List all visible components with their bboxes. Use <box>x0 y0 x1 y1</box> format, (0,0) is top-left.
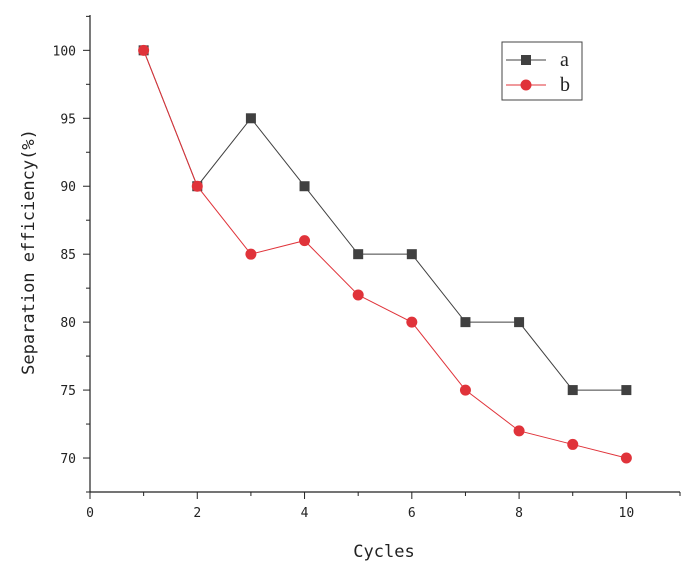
data-point-a <box>567 385 578 396</box>
x-tick-label: 8 <box>515 506 523 521</box>
data-point-b <box>406 316 418 328</box>
x-tick-label: 4 <box>301 506 309 521</box>
x-tick-label: 0 <box>86 506 94 521</box>
legend-marker-b <box>520 79 532 91</box>
y-tick-label: 70 <box>60 452 76 467</box>
data-point-a <box>353 249 364 260</box>
data-point-b <box>567 438 579 450</box>
y-tick-label: 85 <box>60 248 76 263</box>
data-point-b <box>299 235 311 247</box>
legend-marker-a <box>521 55 531 65</box>
data-point-b <box>459 384 471 396</box>
data-point-a <box>514 317 525 328</box>
series-layer <box>138 44 632 464</box>
legend: ab <box>501 41 583 101</box>
x-axis-label: Cycles <box>353 542 414 562</box>
data-point-b <box>138 44 150 56</box>
y-tick-label: 100 <box>53 44 76 59</box>
data-point-a <box>245 113 256 124</box>
data-point-a <box>406 249 417 260</box>
data-point-b <box>245 248 257 260</box>
data-point-b <box>191 180 203 192</box>
x-tick-label: 10 <box>619 506 635 521</box>
y-tick-label: 80 <box>60 316 76 331</box>
series-a-line <box>143 50 627 391</box>
legend-box <box>501 41 583 101</box>
data-point-a <box>299 181 310 192</box>
legend-label-b: b <box>560 74 570 96</box>
data-point-a <box>621 385 632 396</box>
x-tick-label: 6 <box>408 506 416 521</box>
data-point-b <box>352 289 364 301</box>
y-tick-label: 90 <box>60 180 76 195</box>
legend-label-a: a <box>560 49 569 71</box>
data-point-b <box>513 425 525 437</box>
series-b <box>138 44 632 464</box>
y-axis-label: Separation efficiency(%) <box>19 129 39 375</box>
axes: 0 2 4 6 8 10 70 75 80 85 90 95 100 <box>53 15 681 521</box>
data-point-a <box>460 317 471 328</box>
series-b-line <box>143 50 627 459</box>
y-tick-label: 75 <box>60 384 76 399</box>
y-tick-label: 95 <box>60 112 76 127</box>
x-tick-label: 2 <box>193 506 201 521</box>
data-point-b <box>620 452 632 464</box>
